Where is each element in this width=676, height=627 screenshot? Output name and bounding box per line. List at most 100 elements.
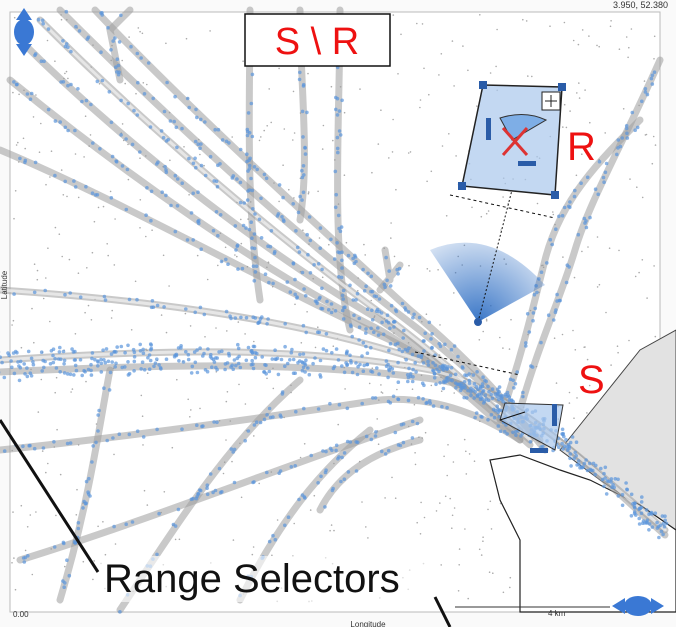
- data-point: [574, 440, 579, 445]
- noise-point: [610, 20, 612, 22]
- data-point: [553, 310, 558, 315]
- noise-point: [435, 510, 438, 512]
- noise-point: [333, 529, 335, 532]
- noise-point: [628, 339, 630, 342]
- data-point: [84, 184, 88, 189]
- data-point: [267, 539, 272, 544]
- noise-point: [71, 388, 74, 390]
- data-point: [641, 521, 645, 525]
- data-point: [291, 202, 296, 206]
- data-point: [401, 422, 406, 426]
- data-point: [496, 424, 501, 428]
- data-point: [320, 267, 324, 272]
- handle[interactable]: [518, 161, 536, 166]
- data-point: [254, 264, 259, 269]
- noise-point: [253, 435, 255, 437]
- data-point: [218, 213, 223, 217]
- data-point: [135, 429, 140, 434]
- data-point: [384, 255, 388, 260]
- data-point: [329, 302, 334, 306]
- data-point: [435, 367, 439, 372]
- data-point: [198, 305, 203, 310]
- handle[interactable]: [552, 404, 557, 426]
- noise-point: [562, 256, 564, 258]
- noise-point: [371, 171, 373, 174]
- data-point: [320, 307, 325, 311]
- data-point: [2, 375, 7, 380]
- noise-point: [488, 571, 491, 573]
- data-point: [303, 294, 308, 298]
- data-point: [144, 213, 148, 217]
- handle[interactable]: [530, 448, 548, 453]
- data-point: [297, 497, 301, 502]
- data-point: [369, 437, 374, 442]
- selector-r-wedge[interactable]: [499, 114, 548, 141]
- data-point: [298, 70, 302, 75]
- pan-control[interactable]: [14, 8, 34, 56]
- noise-point: [448, 133, 450, 135]
- data-point: [603, 465, 608, 470]
- data-point: [521, 390, 525, 395]
- data-point: [515, 370, 519, 374]
- noise-point: [102, 521, 104, 523]
- data-point: [328, 401, 332, 406]
- data-point: [81, 506, 85, 510]
- data-point: [318, 375, 323, 379]
- data-point: [278, 413, 283, 418]
- zoom-control[interactable]: [612, 596, 664, 616]
- data-point: [355, 372, 360, 377]
- data-point: [346, 253, 351, 258]
- data-point: [396, 397, 401, 402]
- noise-point: [139, 30, 141, 33]
- data-point: [141, 435, 146, 439]
- corner-handles[interactable]: [458, 81, 566, 199]
- noise-point: [525, 20, 528, 22]
- data-point: [97, 408, 101, 413]
- anchor[interactable]: [474, 318, 482, 326]
- noise-point: [430, 384, 433, 387]
- data-point: [377, 297, 382, 301]
- noise-point: [438, 74, 440, 76]
- data-point: [298, 194, 303, 199]
- data-point: [234, 248, 238, 252]
- data-point: [350, 370, 355, 375]
- data-point: [355, 440, 360, 445]
- data-point: [169, 203, 173, 208]
- data-point: [303, 152, 308, 156]
- data-point: [337, 129, 342, 133]
- data-point: [502, 429, 507, 434]
- data-point: [568, 456, 572, 461]
- data-point: [422, 339, 426, 343]
- data-point: [61, 80, 66, 84]
- data-point: [219, 259, 224, 264]
- noise-point: [146, 83, 148, 86]
- data-point: [664, 521, 669, 526]
- data-point: [473, 415, 477, 420]
- noise-point: [329, 529, 331, 532]
- data-point: [539, 340, 543, 345]
- data-point: [291, 262, 296, 266]
- handle[interactable]: [486, 118, 491, 140]
- noise-point: [12, 319, 15, 322]
- noise-point: [384, 497, 386, 499]
- data-point: [369, 274, 374, 279]
- data-point: [136, 80, 140, 85]
- data-point: [73, 363, 78, 368]
- noise-point: [283, 128, 286, 130]
- noise-point: [93, 220, 96, 223]
- data-point: [279, 357, 284, 362]
- noise-point: [390, 237, 392, 239]
- data-point: [106, 359, 111, 364]
- noise-point: [189, 416, 191, 418]
- data-point: [291, 357, 296, 362]
- data-point: [637, 516, 641, 521]
- data-point: [309, 453, 314, 458]
- data-point: [193, 139, 198, 144]
- data-point: [260, 355, 265, 359]
- data-point: [365, 362, 369, 367]
- data-point: [153, 361, 158, 366]
- noise-point: [487, 210, 490, 212]
- data-point: [113, 365, 117, 369]
- data-point: [602, 180, 606, 184]
- data-point: [267, 369, 272, 374]
